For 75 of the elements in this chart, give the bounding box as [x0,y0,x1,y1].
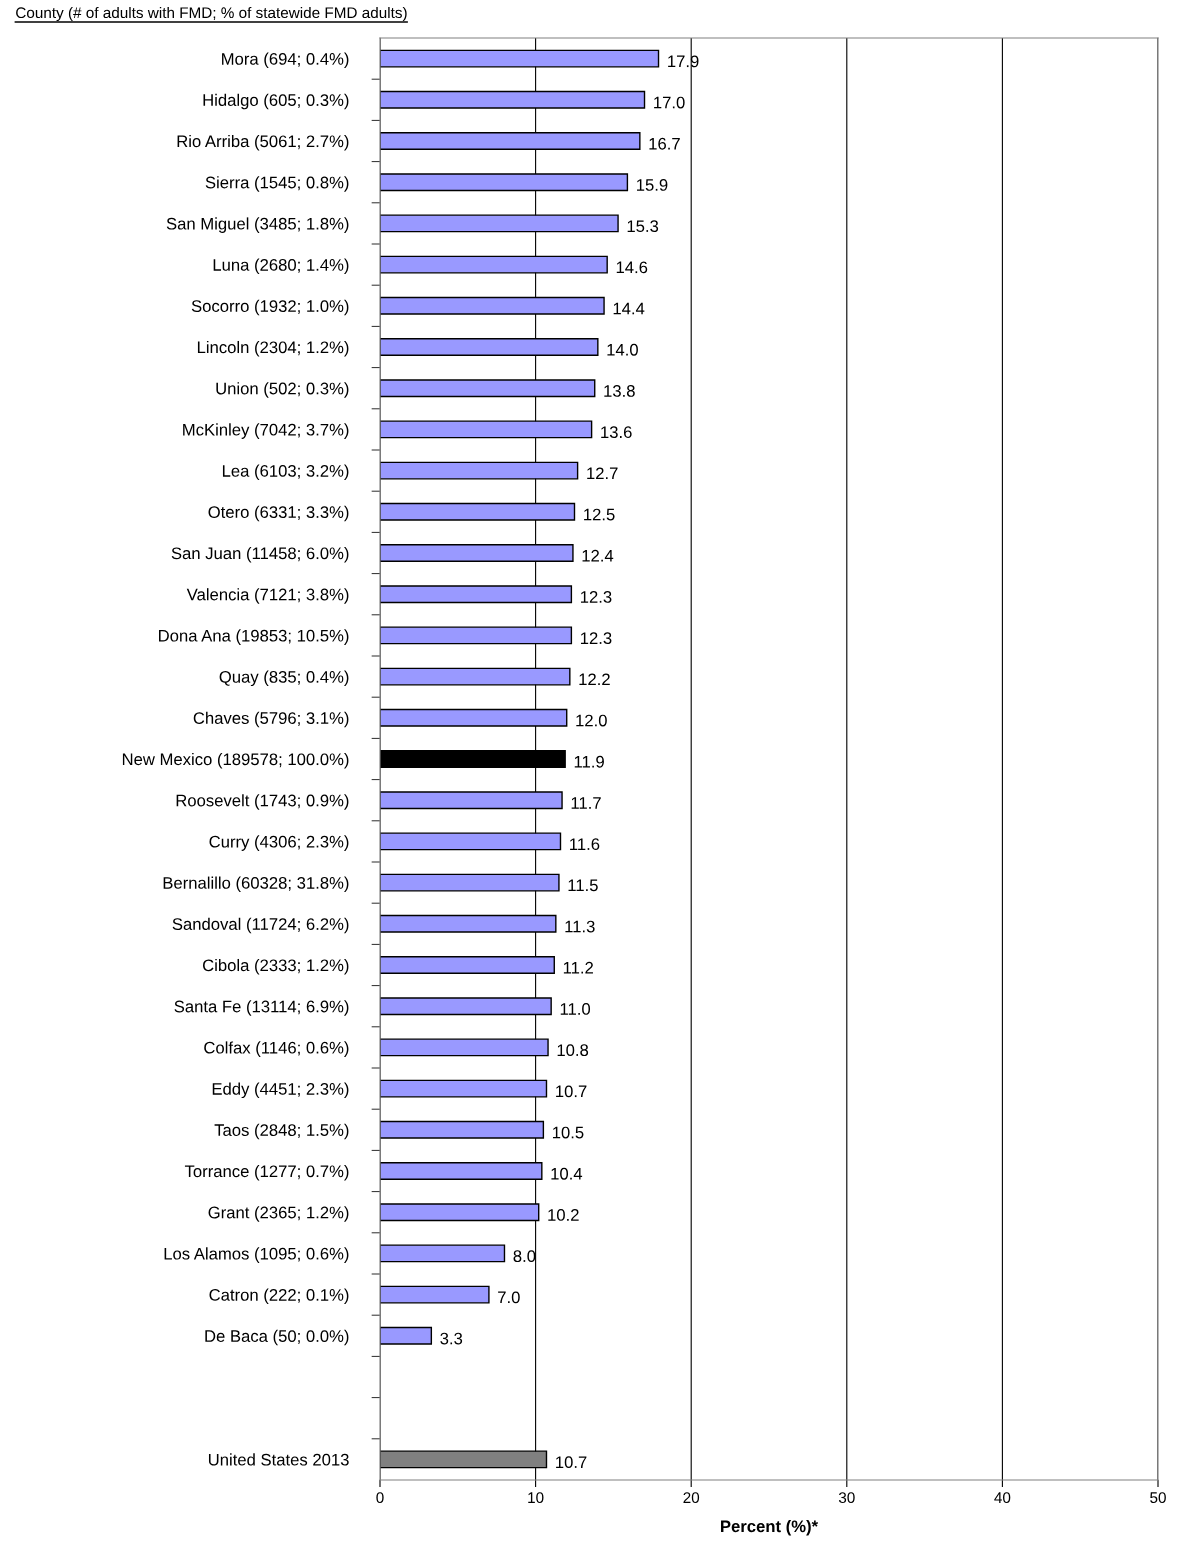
y-tick-label: Curry (4306; 2.3%) [209,835,349,851]
data-label: 15.9 [637,179,668,191]
data-label: 14.4 [613,302,645,315]
data-label: 10.8 [557,1044,589,1057]
data-label: 14.0 [607,343,638,356]
x-tick-label: 10 [528,1492,544,1504]
data-label: 12.5 [584,508,615,521]
data-label: 13.8 [604,385,635,397]
data-label: 10.5 [552,1126,584,1139]
y-tick-label: United States 2013 [208,1453,349,1466]
x-tick-label: 50 [1150,1492,1166,1504]
y-tick-label: Colfax (1146; 0.6%) [204,1041,349,1057]
data-label: 3.3 [440,1332,463,1345]
y-tick-label: San Juan (11458; 6.0%) [171,546,349,563]
y-tick-label: Roosevelt (1743; 0.9%) [176,794,349,810]
data-label: 11.2 [563,961,593,974]
data-label: 13.6 [601,426,632,439]
x-tick-label: 0 [376,1492,384,1504]
y-tick-label: Socorro (1932; 1.0%) [191,299,349,316]
y-tick-label: Dona Ana (19853; 10.5%) [159,629,349,645]
y-tick-label: Quay (835; 0.4%) [219,670,349,687]
y-tick-label: Eddy (4451; 2.3%) [212,1082,349,1099]
y-tick-label: Sierra (1545; 0.8%) [205,176,349,192]
x-tick-label: 20 [683,1492,700,1504]
data-label: 12.7 [587,467,618,480]
data-label: 11.3 [565,920,595,933]
data-label: 12.4 [582,549,614,562]
data-label: 10.7 [556,1456,587,1469]
data-label: 12.0 [576,714,607,727]
y-tick-label: Catron (222; 0.1%) [209,1288,349,1305]
data-label: 12.3 [580,591,612,603]
data-label: 11.7 [571,797,601,809]
y-tick-label: Sandoval (11724; 6.2%) [172,917,349,934]
y-tick-label: New Mexico (189578; 100.0%) [122,752,349,769]
x-tick-label: 40 [994,1492,1011,1504]
y-tick-label: Luna (2680; 1.4%) [213,258,349,275]
y-tick-label: Los Alamos (1095; 0.6%) [164,1247,349,1263]
y-tick-label: Union (502; 0.3%) [216,382,349,398]
data-label: 7.0 [498,1291,520,1304]
y-tick-label: San Miguel (3485; 1.8%) [166,217,349,233]
data-label: 17.0 [654,96,685,109]
y-tick-label: De Baca (50; 0.0%) [205,1329,349,1346]
y-tick-label: McKinley (7042; 3.7%) [183,423,349,439]
data-label: 15.3 [627,220,659,233]
x-tick-label: 30 [838,1492,855,1504]
y-tick-label: Grant (2365; 1.2%) [208,1206,349,1222]
text: County (# of adults with FMD; % of statewide FMD adults) [16,6,407,22]
y-tick-label: Torrance (1277; 0.7%) [184,1164,349,1181]
data-label: 10.2 [548,1209,579,1221]
y-tick-label: Taos (2848; 1.5%) [214,1123,349,1140]
data-label: 12.2 [579,673,610,686]
y-tick-label: Mora (694; 0.4%) [222,52,349,69]
y-tick-label: Rio Arriba (5061; 2.7%) [177,134,349,151]
y-tick-label: Otero (6331; 3.3%) [208,505,349,522]
y-tick-label: Valencia (7121; 3.8%) [186,588,349,604]
data-label: 11.9 [574,755,604,768]
data-label: 16.7 [649,137,680,150]
x-axis-title: Percent (%)* [721,1519,819,1536]
data-label: 10.7 [556,1085,587,1098]
data-label: 12.3 [580,632,612,645]
bar [380,1244,506,1263]
data-label: 10.4 [551,1167,583,1180]
data-label: 14.6 [616,261,648,274]
y-tick-label: Santa Fe (13114; 6.9%) [174,1000,349,1016]
data-label: 11.5 [568,879,598,892]
y-tick-label: Cibola (2333; 1.2%) [202,958,349,975]
y-tick-label: Lea (6103; 3.2%) [222,464,349,481]
y-tick-label: Lincoln (2304; 1.2%) [197,340,349,357]
bar [380,1326,433,1345]
y-tick-label: Hidalgo (605; 0.3%) [203,93,349,110]
y-tick-label: Bernalillo (60328; 31.8%) [163,876,349,893]
bar [380,1285,490,1304]
data-label: 11.6 [570,838,600,851]
y-tick-label: Chaves (5796; 3.1%) [193,711,349,728]
data-label: 11.0 [560,1003,591,1015]
